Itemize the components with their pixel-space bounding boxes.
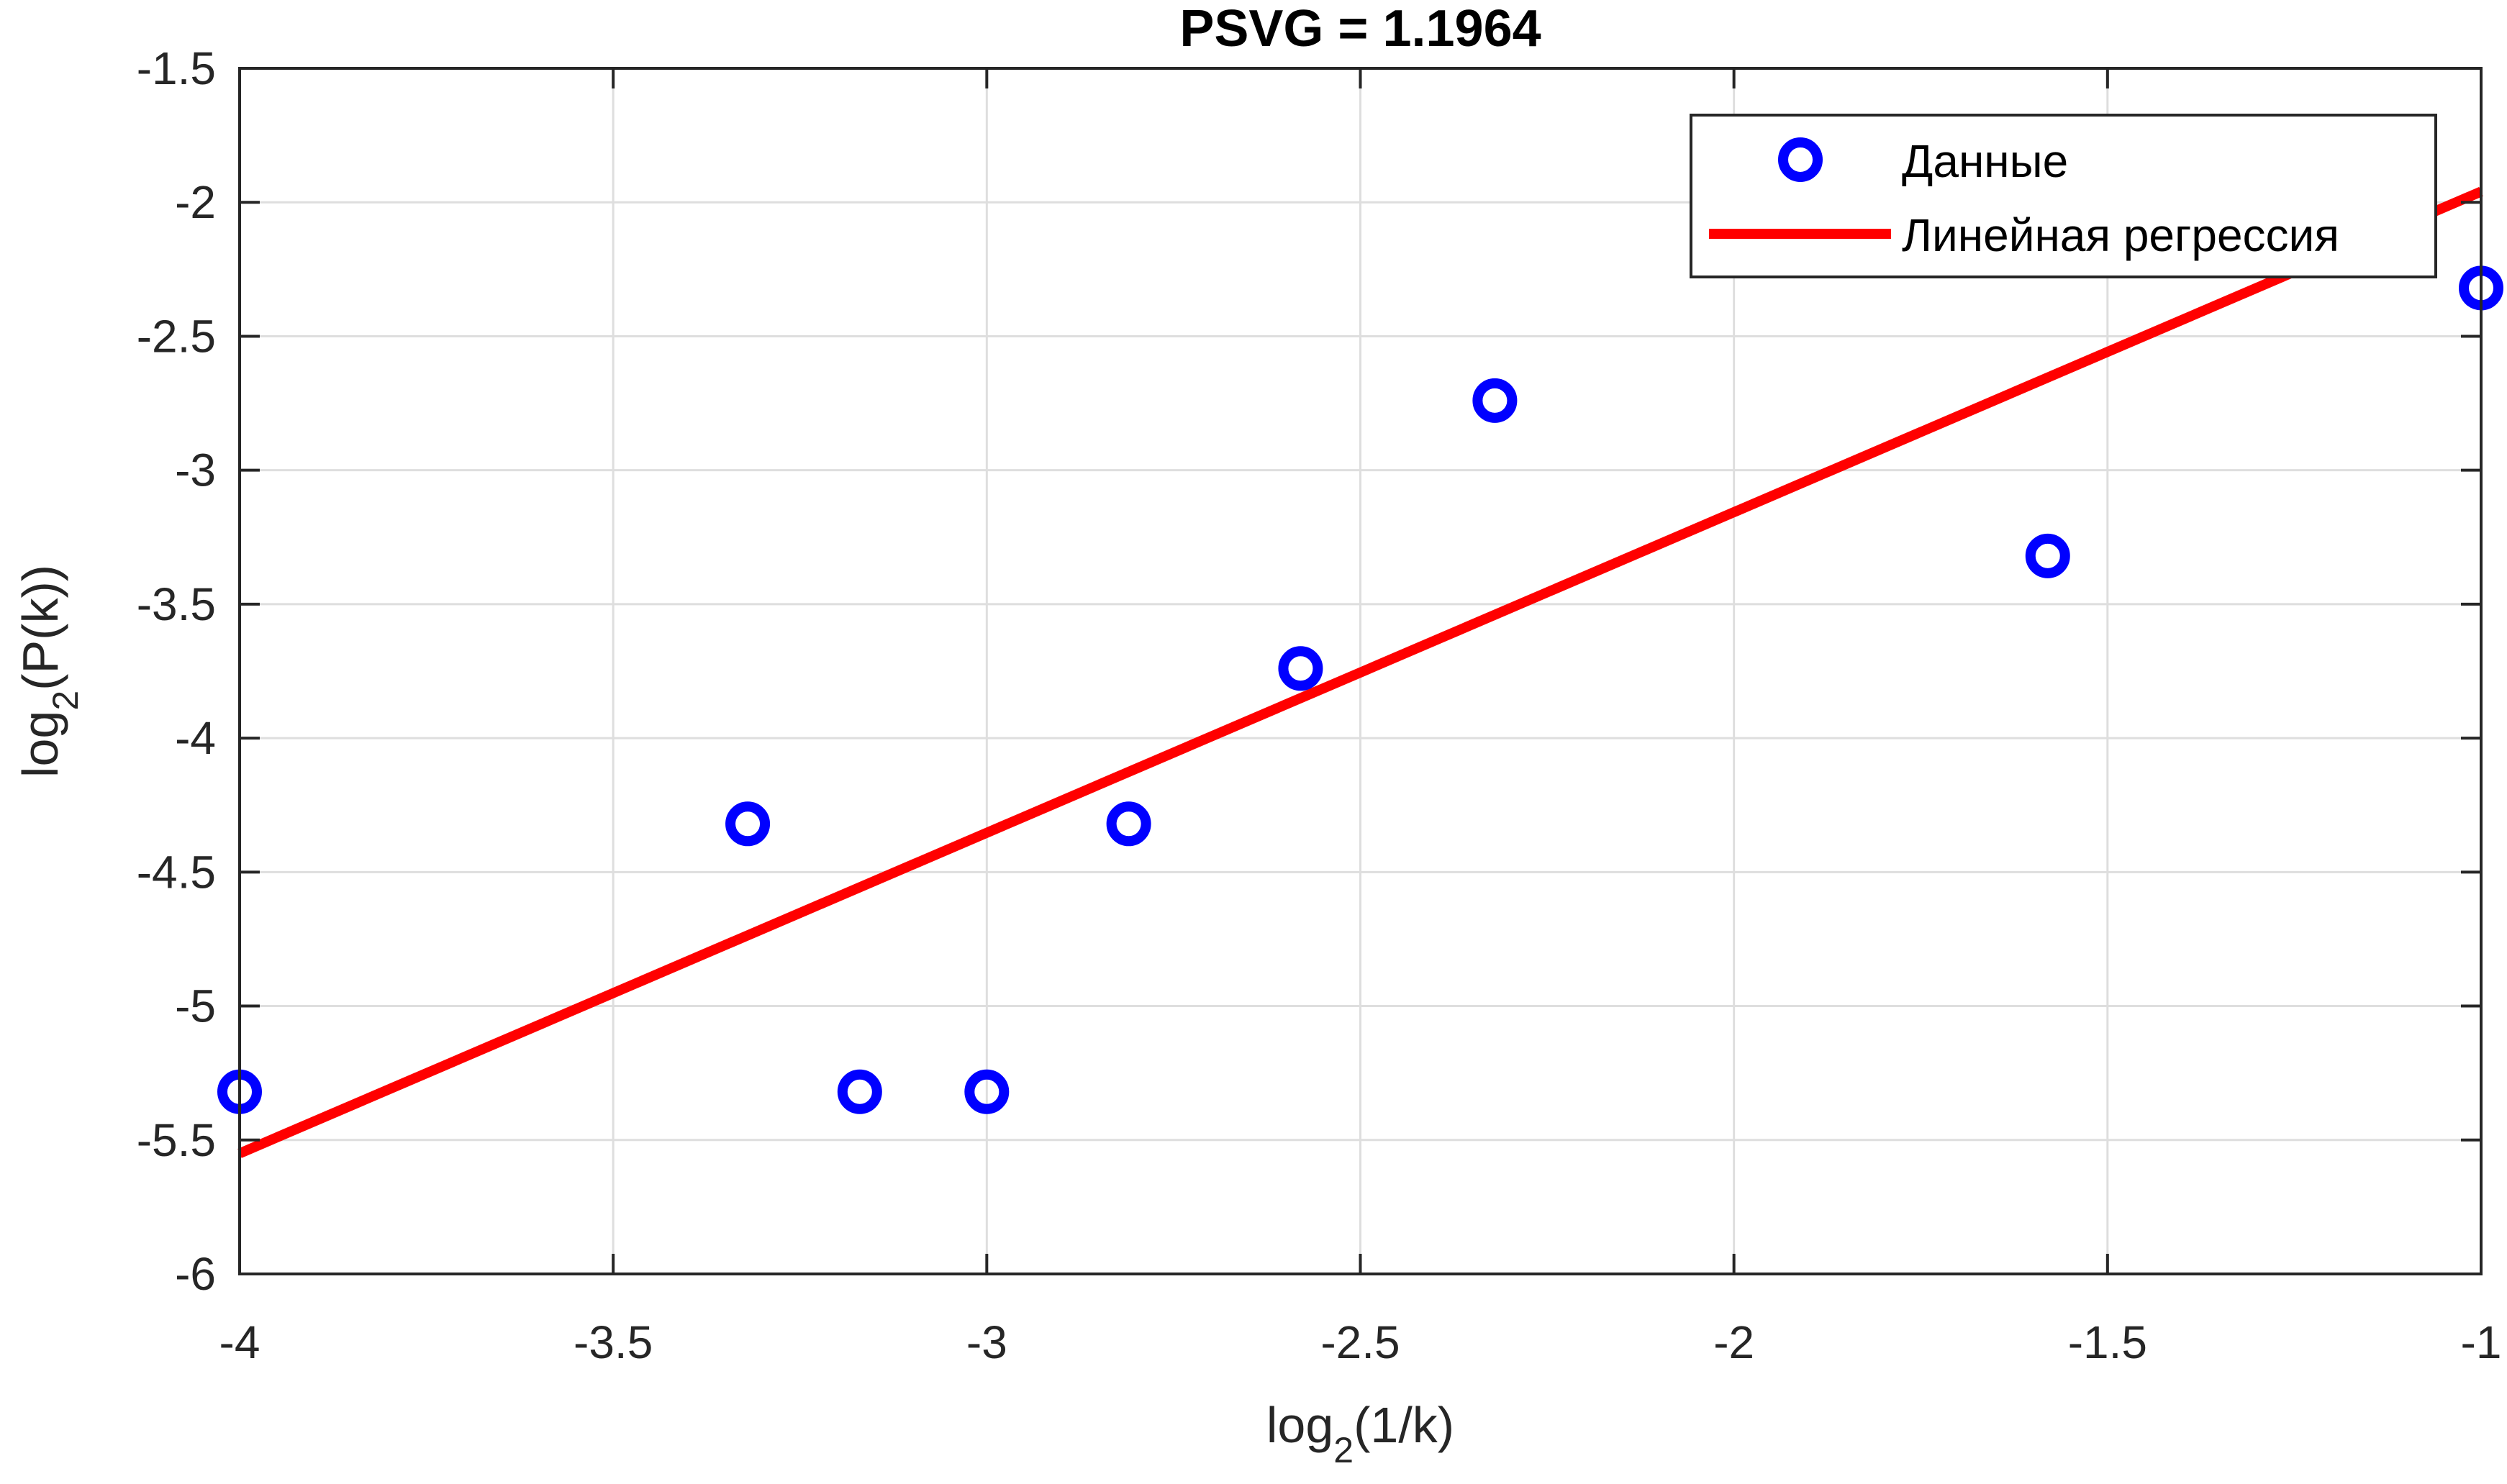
y-tick-label: -1.5 <box>137 42 216 94</box>
y-tick-label: -4 <box>175 712 216 764</box>
x-tick-label: -3.5 <box>574 1316 653 1368</box>
y-axis-label: log2(P(k)) <box>12 565 86 778</box>
legend-marker-data <box>1778 137 1823 182</box>
y-tick-label: -5 <box>175 980 216 1032</box>
x-tick-label: -2.5 <box>1320 1316 1400 1368</box>
data-point <box>1278 646 1323 691</box>
legend-box <box>1690 114 2437 278</box>
data-point <box>1472 378 1518 423</box>
x-tick-label: -1 <box>2461 1316 2502 1368</box>
regression-line <box>237 186 2483 1158</box>
x-axis-label: log2(1/k) <box>1266 1397 1454 1470</box>
axis-ticks: -4 -3.5 -3 -2.5 -2 -1.5 -1 -6 -5.5 -5 -4.5 -4 -3.5 -3… <box>137 42 2502 1368</box>
y-tick-label: -3 <box>175 445 216 496</box>
y-axis-label-sub: 2 <box>45 691 86 711</box>
x-tick-label: -2 <box>1713 1316 1754 1368</box>
y-tick-label: -2.5 <box>137 310 216 362</box>
legend-label-data: Данные <box>1902 135 2068 187</box>
legend: Данные Линейная регрессия <box>1690 114 2437 278</box>
x-tick-label: -1.5 <box>2068 1316 2147 1368</box>
y-tick-label: -5.5 <box>137 1114 216 1166</box>
data-point <box>2025 533 2070 578</box>
y-tick-label: -2 <box>175 176 216 228</box>
data-point <box>837 1069 882 1114</box>
y-tick-label: -3.5 <box>137 578 216 630</box>
x-tick-label: -3 <box>966 1316 1007 1368</box>
chart-title: PSVG = 1.1964 <box>1179 0 1541 58</box>
y-axis-label-rest: (P(k)) <box>12 565 68 691</box>
x-axis-label-rest: (1/k) <box>1354 1397 1454 1453</box>
y-tick-label: -4.5 <box>137 846 216 898</box>
x-tick-label: -4 <box>219 1316 260 1368</box>
y-axis-label-base: log <box>12 711 68 778</box>
data-point <box>1106 801 1151 847</box>
data-point <box>964 1069 1010 1114</box>
data-point <box>725 801 771 847</box>
y-tick-label: -6 <box>175 1248 216 1300</box>
x-axis-label-sub: 2 <box>1333 1430 1354 1470</box>
plot-series <box>217 186 2503 1158</box>
x-axis-label-base: log <box>1266 1397 1333 1453</box>
legend-label-regression: Линейная регрессия <box>1902 209 2339 261</box>
